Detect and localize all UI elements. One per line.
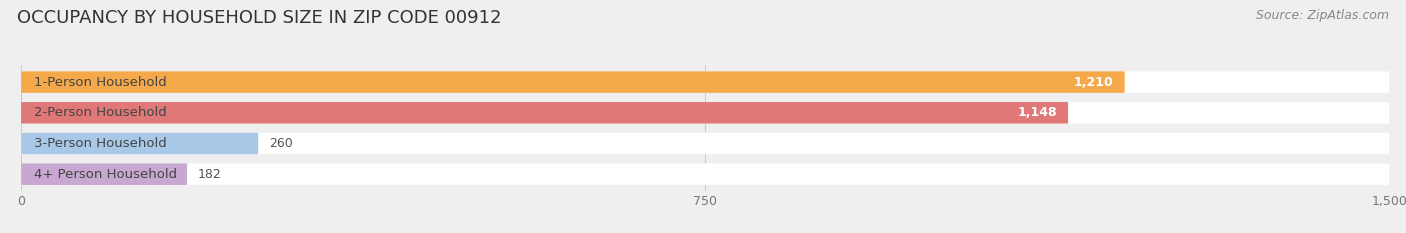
Text: 260: 260 <box>269 137 292 150</box>
Text: 4+ Person Household: 4+ Person Household <box>34 168 177 181</box>
Text: Source: ZipAtlas.com: Source: ZipAtlas.com <box>1256 9 1389 22</box>
Text: 1,148: 1,148 <box>1018 106 1057 119</box>
FancyBboxPatch shape <box>21 71 1389 93</box>
FancyBboxPatch shape <box>21 102 1069 123</box>
Text: OCCUPANCY BY HOUSEHOLD SIZE IN ZIP CODE 00912: OCCUPANCY BY HOUSEHOLD SIZE IN ZIP CODE … <box>17 9 502 27</box>
Text: 182: 182 <box>198 168 222 181</box>
Text: 1,210: 1,210 <box>1074 76 1114 89</box>
FancyBboxPatch shape <box>21 163 1389 185</box>
FancyBboxPatch shape <box>21 133 259 154</box>
Text: 3-Person Household: 3-Person Household <box>34 137 166 150</box>
Text: 1-Person Household: 1-Person Household <box>34 76 166 89</box>
FancyBboxPatch shape <box>21 71 1125 93</box>
FancyBboxPatch shape <box>21 163 187 185</box>
FancyBboxPatch shape <box>21 102 1389 123</box>
FancyBboxPatch shape <box>21 133 1389 154</box>
Text: 2-Person Household: 2-Person Household <box>34 106 166 119</box>
